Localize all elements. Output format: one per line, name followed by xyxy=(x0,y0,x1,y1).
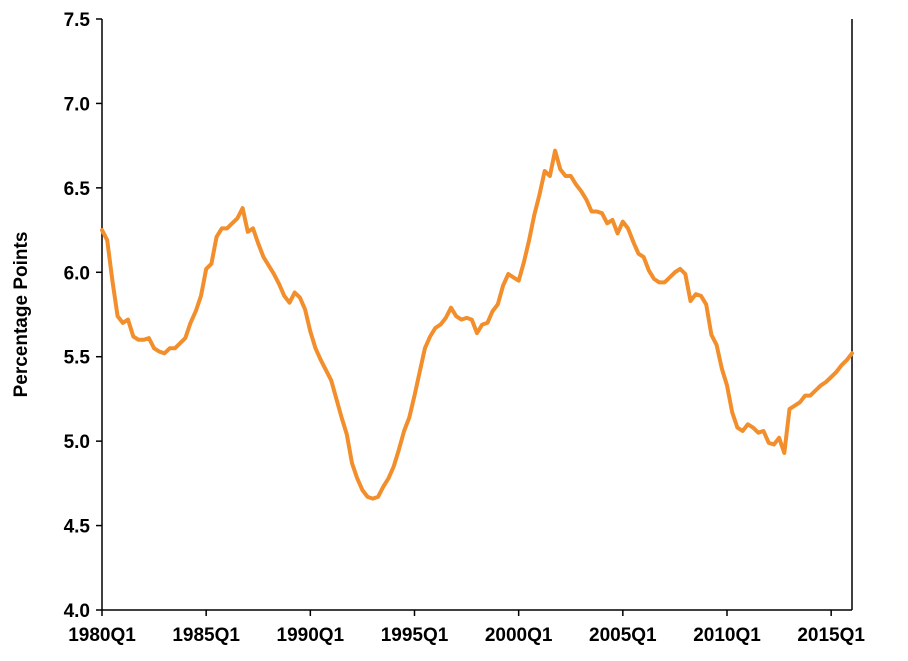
y-tick-label: 6.5 xyxy=(64,179,91,200)
x-axis-ticks: 1980Q1 1985Q1 1990Q1 1995Q1 2000Q1 2005Q1 2010… xyxy=(68,610,865,646)
x-tick-label: 1980Q1 xyxy=(68,625,136,646)
y-tick-label: 4.0 xyxy=(64,601,90,622)
x-tick-label: 1995Q1 xyxy=(381,625,449,646)
series-line xyxy=(100,148,854,501)
y-tick-label: 5.0 xyxy=(64,432,90,453)
x-tick-label: 2010Q1 xyxy=(693,625,761,646)
y-tick-label: 5.5 xyxy=(64,348,91,369)
y-axis-title: Percentage Points xyxy=(11,232,32,398)
y-tick-label: 6.0 xyxy=(64,263,90,284)
x-tick-label: 2005Q1 xyxy=(589,625,657,646)
y-tick-label: 7.0 xyxy=(64,94,90,115)
x-tick-label: 2000Q1 xyxy=(485,625,553,646)
y-axis-ticks: 4.0 4.5 5.0 5.5 6.0 6.5 7.0 7.5 xyxy=(64,10,102,622)
x-tick-label: 1990Q1 xyxy=(277,625,345,646)
x-tick-label: 1985Q1 xyxy=(172,625,240,646)
x-tick-label: 2015Q1 xyxy=(797,625,865,646)
y-tick-label: 4.5 xyxy=(64,517,91,538)
y-tick-label: 7.5 xyxy=(64,10,91,31)
